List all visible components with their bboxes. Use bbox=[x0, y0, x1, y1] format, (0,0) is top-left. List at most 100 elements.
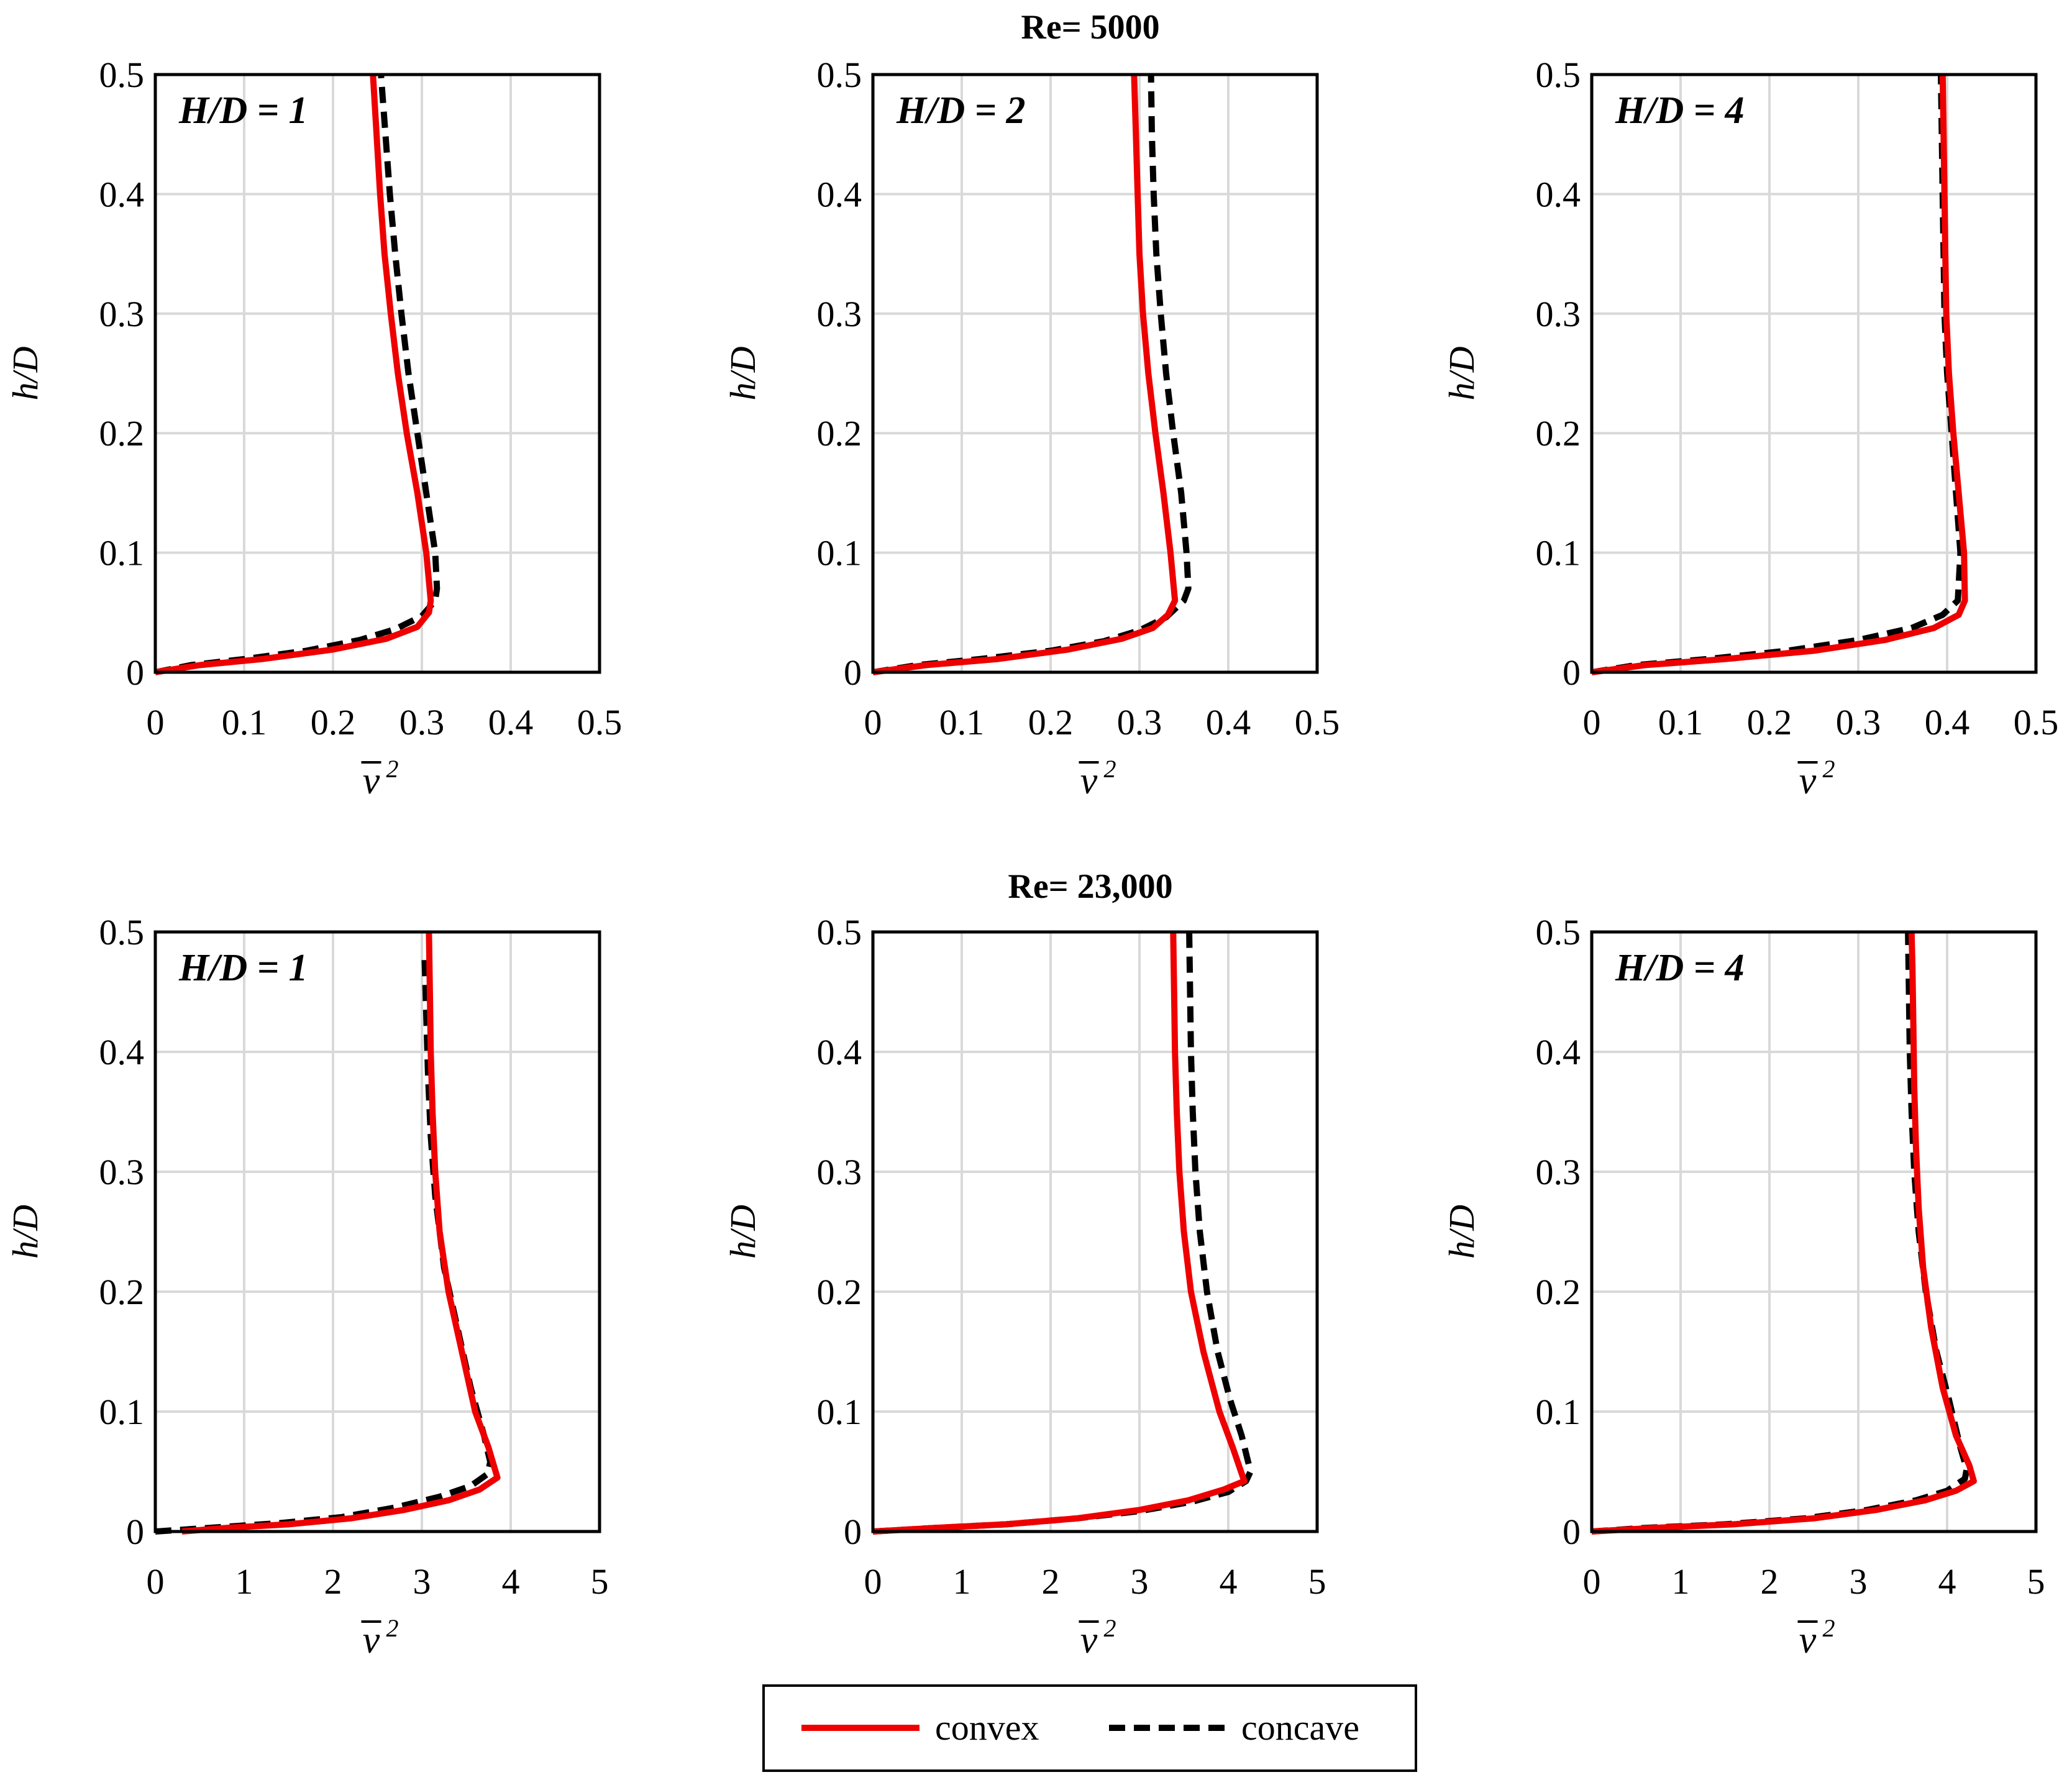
y-axis-label: h/D bbox=[5, 346, 45, 400]
x-tick-label: 5 bbox=[591, 1561, 609, 1602]
y-axis-label: h/D bbox=[1441, 346, 1482, 400]
x-axis-label-superscript: 2 bbox=[1823, 755, 1835, 783]
y-tick-label: 0.5 bbox=[1536, 912, 1581, 952]
y-tick-label: 0.2 bbox=[1536, 1272, 1581, 1312]
x-tick-label: 0 bbox=[864, 702, 882, 742]
x-tick-label: 1 bbox=[1672, 1561, 1690, 1602]
x-tick-label: 1 bbox=[235, 1561, 253, 1602]
x-tick-label: 0.2 bbox=[311, 702, 356, 742]
series-line-concave bbox=[872, 74, 1192, 675]
x-tick-label: 3 bbox=[413, 1561, 431, 1602]
x-tick-label: 4 bbox=[1938, 1561, 1956, 1602]
panel-annotation: H/D = 1 bbox=[178, 89, 308, 132]
y-tick-label: 0.2 bbox=[99, 413, 145, 454]
plot-frame bbox=[871, 930, 1319, 1533]
x-tick-label: 0.4 bbox=[1925, 702, 1970, 742]
y-tick-label: 0.5 bbox=[817, 912, 862, 952]
series-line-concave bbox=[872, 931, 1254, 1535]
y-tick-label: 0.2 bbox=[817, 413, 862, 454]
chart-panel-4: 0 1 2 3 4 500.10.20.30.40.5h/Dv 2 bbox=[723, 912, 1326, 1661]
x-axis-label: v bbox=[1799, 1619, 1817, 1661]
x-axis-label-superscript: 2 bbox=[386, 755, 399, 783]
plots-group: 0 0.1 0.2 0.3 0.4 0.500.10.20.30.40.5h/Dv 2H/D… bbox=[5, 55, 2058, 1661]
y-tick-label: 0.3 bbox=[1536, 1152, 1581, 1192]
chart-panel-3: 0 1 2 3 4 500.10.20.30.40.5h/Dv 2H/D = 1 bbox=[5, 912, 609, 1661]
y-tick-label: 0.5 bbox=[99, 912, 145, 952]
y-tick-label: 0.4 bbox=[1536, 174, 1581, 214]
x-tick-label: 0 bbox=[147, 1561, 165, 1602]
x-tick-label: 0 bbox=[1583, 1561, 1601, 1602]
x-tick-label: 0.3 bbox=[399, 702, 445, 742]
y-tick-label: 0 bbox=[844, 652, 862, 693]
panel-annotation: H/D = 4 bbox=[1615, 947, 1745, 989]
x-tick-label: 0 bbox=[864, 1561, 882, 1602]
series-line-convex bbox=[181, 931, 501, 1535]
x-tick-label: 0.5 bbox=[1295, 702, 1340, 742]
panel-annotation: H/D = 2 bbox=[896, 89, 1026, 132]
x-axis-label: v bbox=[363, 760, 380, 802]
series-line-convex bbox=[1591, 931, 1977, 1535]
x-tick-label: 2 bbox=[1761, 1561, 1779, 1602]
x-tick-label: 0.1 bbox=[1658, 702, 1704, 742]
x-tick-label: 3 bbox=[1850, 1561, 1868, 1602]
y-tick-label: 0.4 bbox=[99, 174, 145, 214]
y-tick-label: 0.3 bbox=[1536, 294, 1581, 334]
series-line-convex bbox=[1591, 74, 1968, 675]
y-tick-label: 0.3 bbox=[99, 294, 145, 334]
y-tick-label: 0 bbox=[1563, 1512, 1581, 1552]
x-tick-label: 5 bbox=[2027, 1561, 2045, 1602]
y-tick-label: 0 bbox=[126, 1512, 144, 1552]
y-tick-label: 0.4 bbox=[99, 1032, 145, 1072]
y-tick-label: 0 bbox=[844, 1512, 862, 1552]
y-tick-label: 0.1 bbox=[817, 533, 862, 573]
x-tick-label: 0.3 bbox=[1117, 702, 1162, 742]
y-tick-label: 0.4 bbox=[817, 1032, 862, 1072]
y-tick-label: 0 bbox=[126, 652, 144, 693]
y-axis-label: h/D bbox=[723, 1205, 763, 1259]
plot-frame bbox=[153, 930, 601, 1533]
chart-panel-0: 0 0.1 0.2 0.3 0.4 0.5 0 0.1 0.2 0.3 0.4 0.5 h/D v 2 H/D… bbox=[5, 55, 622, 802]
x-tick-label: 0.3 bbox=[1836, 702, 1881, 742]
legend-concave-label: concave bbox=[1241, 1707, 1359, 1748]
x-axis-label-superscript: 2 bbox=[386, 1614, 399, 1642]
legend: convex concave bbox=[762, 1684, 1417, 1772]
plot-frame bbox=[1590, 73, 2038, 674]
chart-panel-1: 0 0.1 0.2 0.3 0.4 0.5 0 0.1 0.2 0.3 0.4 0.5 h/D v 2 H/D… bbox=[723, 55, 1339, 802]
y-tick-label: 0.1 bbox=[99, 533, 145, 573]
x-tick-label: 4 bbox=[502, 1561, 520, 1602]
x-tick-label: 3 bbox=[1131, 1561, 1149, 1602]
x-axis-label: v bbox=[1799, 760, 1817, 802]
y-tick-label: 0.5 bbox=[817, 55, 862, 95]
x-axis-label-superscript: 2 bbox=[1823, 1614, 1835, 1642]
y-axis-label: h/D bbox=[1441, 1205, 1482, 1259]
plot-frame bbox=[153, 73, 601, 674]
x-tick-label: 5 bbox=[1308, 1561, 1326, 1602]
legend-convex-label: convex bbox=[935, 1707, 1039, 1748]
y-tick-label: 0.2 bbox=[817, 1272, 862, 1312]
x-tick-label: 0 bbox=[1583, 702, 1601, 742]
x-tick-label: 2 bbox=[324, 1561, 342, 1602]
x-axis-label: v bbox=[363, 1619, 380, 1661]
plot-frame bbox=[1590, 930, 2038, 1533]
x-tick-label: 0.2 bbox=[1747, 702, 1792, 742]
y-tick-label: 0.2 bbox=[99, 1272, 145, 1312]
x-tick-label: 4 bbox=[1220, 1561, 1238, 1602]
y-tick-label: 0 bbox=[1563, 652, 1581, 693]
series-line-convex bbox=[872, 74, 1179, 675]
series-line-convex bbox=[872, 931, 1248, 1535]
y-tick-label: 0.1 bbox=[817, 1392, 862, 1432]
y-tick-label: 0.3 bbox=[817, 1152, 862, 1192]
x-tick-label: 0.5 bbox=[577, 702, 623, 742]
panel-annotation: H/D = 1 bbox=[178, 947, 308, 989]
row-title-re23000: Re= 23,000 bbox=[1008, 867, 1172, 906]
x-tick-label: 2 bbox=[1042, 1561, 1060, 1602]
x-tick-label: 0.4 bbox=[488, 702, 534, 742]
x-tick-label: 0.4 bbox=[1206, 702, 1251, 742]
y-tick-label: 0.4 bbox=[1536, 1032, 1581, 1072]
x-tick-label: 1 bbox=[953, 1561, 971, 1602]
y-tick-label: 0.5 bbox=[99, 55, 145, 95]
chart-panel-5: 0 1 2 3 4 500.10.20.30.40.5h/Dv 2H/D = 4 bbox=[1441, 912, 2045, 1661]
y-tick-label: 0.5 bbox=[1536, 55, 1581, 95]
y-axis-label: h/D bbox=[723, 346, 763, 400]
y-axis-label: h/D bbox=[5, 1205, 45, 1259]
